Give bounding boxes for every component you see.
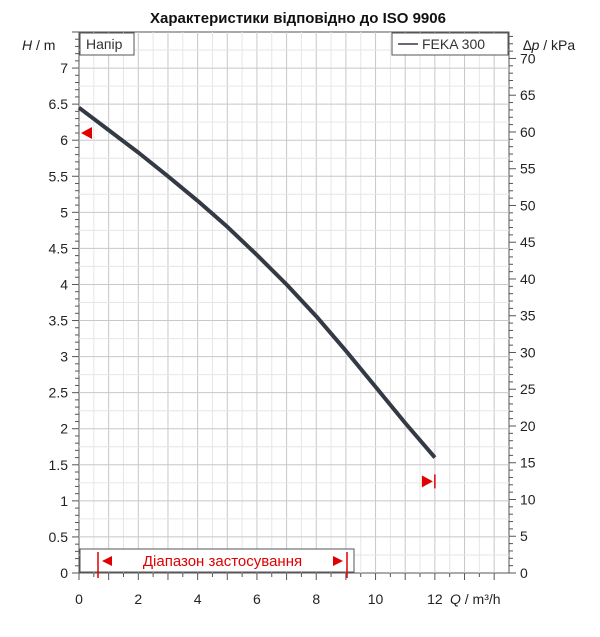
right-tick-label: 20 [520, 418, 536, 434]
application-range: Діапазон застосування [79, 548, 355, 578]
right-axis-var: ∆p [523, 37, 540, 53]
range-left-arrow [102, 556, 112, 566]
right-tick-label: 45 [520, 234, 536, 250]
left-tick-label: 6.5 [49, 96, 69, 112]
x-tick-label: 2 [134, 591, 142, 607]
right-tick-label: 60 [520, 124, 536, 140]
right-tick-label: 35 [520, 308, 536, 324]
left-tick-label: 3 [60, 349, 68, 365]
left-range-marker [81, 126, 92, 139]
right-range-marker [421, 475, 433, 488]
right-tick-label: 70 [520, 50, 536, 66]
right-tick-label: 25 [520, 381, 536, 397]
right-tick-label: 5 [520, 528, 528, 544]
x-tick-label: 12 [427, 591, 443, 607]
left-tick-label: 5.5 [49, 168, 69, 184]
right-tick-label: 0 [520, 565, 528, 581]
right-tick-label: 30 [520, 344, 536, 360]
subtitle-box: Напір [79, 32, 135, 56]
x-tick-label: 0 [75, 591, 83, 607]
x-axis-label: Q / m³/h [450, 591, 501, 607]
x-axis-var: Q [450, 591, 461, 607]
x-tick-label: 4 [194, 591, 202, 607]
legend: FEKA 300 [391, 32, 509, 56]
left-tick-label: 4 [60, 276, 68, 292]
right-tick-label: 55 [520, 161, 536, 177]
left-tick-label: 7 [60, 60, 68, 76]
series-line-feka-300 [77, 106, 437, 459]
left-tick-label: 2 [60, 421, 68, 437]
right-axis-ticks: 0 5 10 15 20 25 30 35 40 45 50 55 60 65 70 [509, 35, 536, 581]
x-tick-label: 6 [253, 591, 261, 607]
legend-entry: FEKA 300 [422, 36, 485, 52]
right-tick-label: 50 [520, 197, 536, 213]
right-tick-label: 40 [520, 271, 536, 287]
right-axis-label: ∆p / kPa [523, 37, 575, 53]
range-right-arrow [333, 556, 343, 566]
grid [79, 32, 509, 573]
left-tick-label: 5 [60, 204, 68, 220]
left-tick-label: 1.5 [49, 457, 69, 473]
right-tick-label: 65 [520, 87, 536, 103]
chart-title: Характеристики відповідно до ISO 9906 [150, 10, 446, 27]
series-layer [77, 106, 437, 459]
left-axis-ticks: 0 0.5 1 1.5 2 2.5 3 3.5 4 4.5 5 5.5 6 6.5 7 [49, 31, 79, 581]
right-tick-label: 15 [520, 455, 536, 471]
left-tick-label: 0 [60, 565, 68, 581]
x-tick-label: 10 [368, 591, 384, 607]
left-tick-label: 1 [60, 493, 68, 509]
left-tick-label: 4.5 [49, 240, 69, 256]
x-axis-ticks: 0 2 4 6 8 10 12 [75, 573, 495, 607]
left-tick-label: 3.5 [49, 313, 69, 329]
range-label: Діапазон застосування [143, 553, 302, 570]
x-tick-label: 8 [312, 591, 320, 607]
right-axis-unit: / kPa [539, 37, 575, 53]
subtitle: Напір [86, 36, 123, 52]
markers-layer [81, 126, 436, 489]
right-tick-label: 10 [520, 491, 536, 507]
left-tick-label: 0.5 [49, 529, 69, 545]
left-tick-label: 2.5 [49, 385, 69, 401]
left-axis-label: H / m [22, 37, 55, 53]
left-axis-var: H [22, 37, 33, 53]
left-tick-label: 6 [60, 132, 68, 148]
left-axis-unit: / m [32, 37, 55, 53]
x-axis-unit: / m³/h [461, 591, 501, 607]
